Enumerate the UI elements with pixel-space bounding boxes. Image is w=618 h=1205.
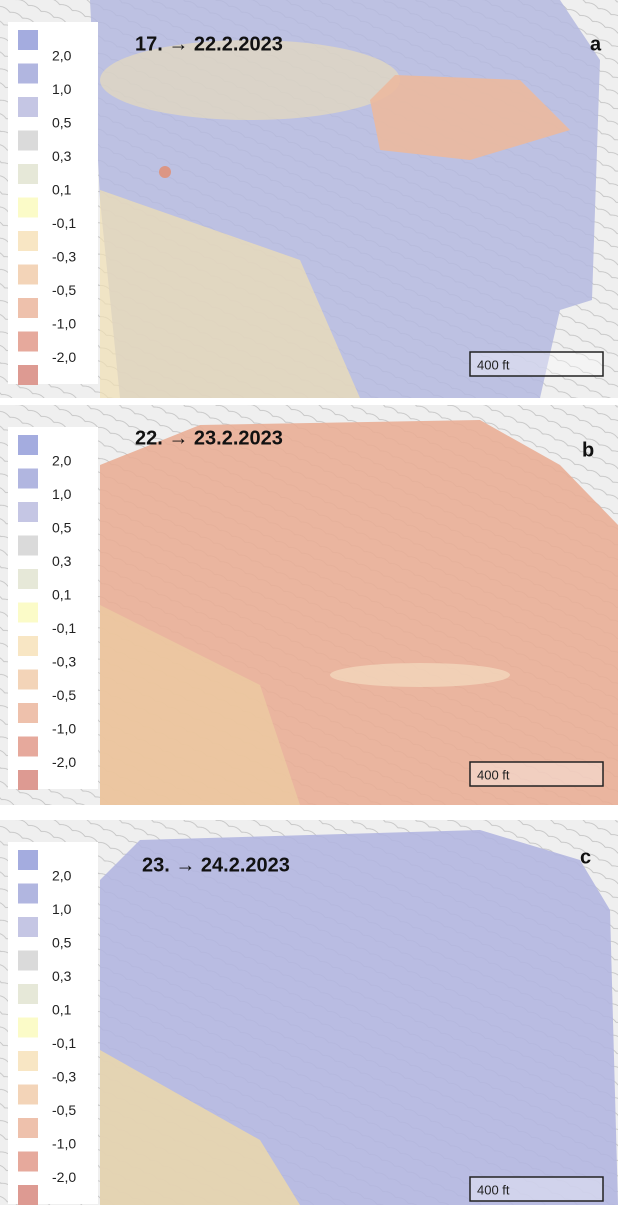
panel-letter: b: [582, 439, 594, 461]
legend-label: 2,0: [52, 868, 72, 884]
legend-swatch: [18, 1085, 38, 1105]
scale-label: 400 ft: [477, 767, 510, 782]
legend-label: -0,5: [52, 282, 76, 298]
legend-swatch: [18, 951, 38, 971]
map-panel-b: 22. → 23.2.2023 b 400 ft 2,0 1,0 0,5 0,3 0,1…: [0, 405, 618, 805]
legend-swatch: [18, 97, 38, 117]
legend-label: 1,0: [52, 901, 72, 917]
legend-label: 0,5: [52, 520, 72, 536]
scale-label: 400 ft: [477, 1182, 510, 1197]
panel-title: 22. → 23.2.2023: [135, 427, 283, 449]
map-panel-a: 17. → 22.2.2023 a 400 ft 2,0 1,0 0,5 0,3 0,1…: [0, 0, 618, 398]
legend-swatch: [18, 435, 38, 455]
map-panel-c: 23. → 24.2.2023 c 400 ft 2,0 1,0 0,5 0,3 0,1…: [0, 820, 618, 1205]
legend-label: -2,0: [52, 349, 76, 365]
legend-swatch: [18, 1152, 38, 1172]
legend-label: -0,1: [52, 620, 76, 636]
legend-label: 2,0: [52, 48, 72, 64]
legend-swatch: [18, 884, 38, 904]
change-overlay: [159, 166, 171, 178]
legend-swatch: [18, 298, 38, 318]
legend-swatch: [18, 603, 38, 623]
legend-swatch: [18, 636, 38, 656]
legend-swatch: [18, 198, 38, 218]
legend-label: 0,1: [52, 587, 72, 603]
legend-swatch: [18, 131, 38, 151]
panel-title: 17. → 22.2.2023: [135, 33, 283, 55]
legend-label: 1,0: [52, 486, 72, 502]
legend-swatch: [18, 164, 38, 184]
legend-label: -0,1: [52, 215, 76, 231]
legend-swatch: [18, 64, 38, 84]
legend-swatch: [18, 536, 38, 556]
legend-swatch: [18, 332, 38, 352]
legend-label: -0,5: [52, 1102, 76, 1118]
legend-swatch: [18, 1118, 38, 1138]
legend-label: -1,0: [52, 721, 76, 737]
page: 17. → 22.2.2023 a 400 ft 2,0 1,0 0,5 0,3 0,1…: [0, 0, 618, 1205]
change-overlay: [330, 663, 510, 687]
legend-label: -1,0: [52, 316, 76, 332]
legend-swatch: [18, 30, 38, 50]
legend-swatch: [18, 984, 38, 1004]
legend-swatch: [18, 502, 38, 522]
legend-label: 1,0: [52, 81, 72, 97]
legend-label: -0,3: [52, 654, 76, 670]
legend-swatch: [18, 231, 38, 251]
legend-label: -0,5: [52, 687, 76, 703]
legend-swatch: [18, 469, 38, 489]
legend-label: 0,1: [52, 1002, 72, 1018]
legend-swatch: [18, 265, 38, 285]
legend-label: 0,5: [52, 115, 72, 131]
legend-label: 0,3: [52, 553, 72, 569]
legend-swatch: [18, 703, 38, 723]
legend-swatch: [18, 1051, 38, 1071]
legend-swatch: [18, 670, 38, 690]
legend-label: -2,0: [52, 1169, 76, 1185]
legend-label: 0,3: [52, 148, 72, 164]
legend-swatch: [18, 770, 38, 790]
legend-swatch: [18, 1185, 38, 1205]
legend-swatch: [18, 850, 38, 870]
legend-label: -0,3: [52, 1069, 76, 1085]
legend-label: 0,3: [52, 968, 72, 984]
scale-label: 400 ft: [477, 357, 510, 372]
legend-swatch: [18, 1018, 38, 1038]
legend-label: 2,0: [52, 453, 72, 469]
legend-label: -1,0: [52, 1136, 76, 1152]
legend-label: -0,1: [52, 1035, 76, 1051]
legend-swatch: [18, 917, 38, 937]
legend-label: -2,0: [52, 754, 76, 770]
panel-letter: a: [590, 33, 602, 55]
legend-swatch: [18, 737, 38, 757]
legend-swatch: [18, 365, 38, 385]
panel-title: 23. → 24.2.2023: [142, 854, 290, 876]
panel-letter: c: [580, 846, 591, 868]
legend-label: -0,3: [52, 249, 76, 265]
legend-swatch: [18, 569, 38, 589]
legend-label: 0,1: [52, 182, 72, 198]
legend-label: 0,5: [52, 935, 72, 951]
